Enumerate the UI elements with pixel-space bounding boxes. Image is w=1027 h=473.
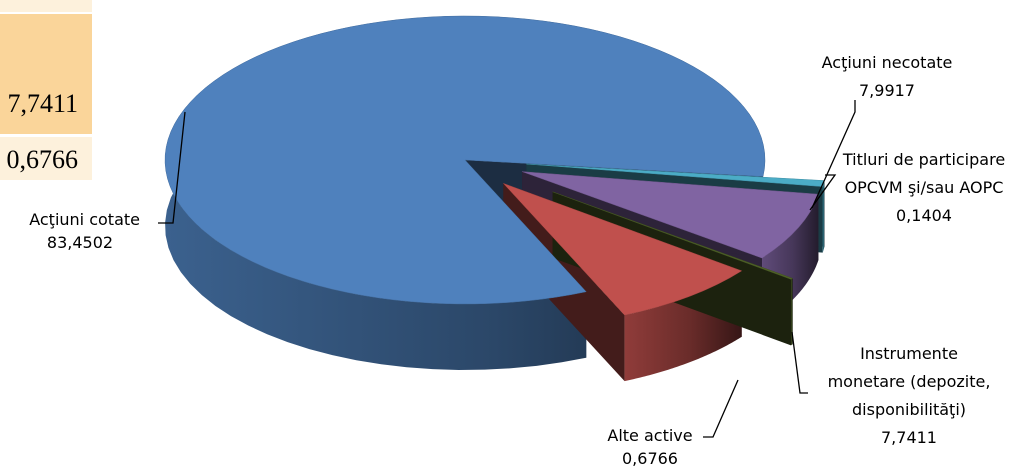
table-row bbox=[0, 0, 92, 12]
leader-line-actiuni-necotate bbox=[811, 100, 856, 209]
table-cell-value: 0,6766 bbox=[6, 145, 79, 174]
table-row bbox=[0, 14, 92, 134]
category-label-instrumente-monetare: disponibilităţi) bbox=[852, 400, 966, 419]
pie-labels: Acţiuni cotate 83,4502 Acţiuni necotate 7,9… bbox=[29, 53, 1005, 468]
slice-titluri-participare bbox=[552, 191, 794, 280]
category-label-instrumente-monetare: monetare (depozite, bbox=[828, 372, 991, 391]
slice-alte-active-side bbox=[822, 180, 825, 253]
table-cell-value: 7,7411 bbox=[7, 89, 78, 118]
value-label-instrumente-monetare: 7,7411 bbox=[881, 428, 937, 447]
value-label-actiuni-necotate: 7,9917 bbox=[859, 81, 915, 100]
category-label-titluri-participare: Titluri de participare bbox=[842, 150, 1005, 169]
slice-actiuni-cotate bbox=[164, 15, 766, 305]
slice-titluri-participare-side bbox=[791, 278, 793, 346]
leader-line-actiuni-cotate bbox=[158, 111, 186, 224]
leader-line-alte-active bbox=[703, 379, 739, 438]
category-label-actiuni-necotate: Acţiuni necotate bbox=[822, 53, 953, 72]
leader-line-instrumente-monetare bbox=[791, 331, 808, 394]
value-label-titluri-participare: 0,1404 bbox=[896, 206, 952, 225]
category-label-titluri-participare: OPCVM şi/sau AOPC bbox=[845, 178, 1004, 197]
category-label-actiuni-cotate: Acţiuni cotate bbox=[29, 210, 140, 229]
side-table-fragment: 7,7411 0,6766 bbox=[0, 0, 92, 182]
value-label-actiuni-cotate: 83,4502 bbox=[47, 233, 113, 252]
category-label-alte-active: Alte active bbox=[607, 426, 692, 445]
pie-tops bbox=[164, 15, 825, 316]
slice-actiuni-necotate bbox=[503, 183, 743, 316]
table-row bbox=[0, 137, 92, 180]
category-label-instrumente-monetare: Instrumente bbox=[860, 344, 958, 363]
leader-line-titluri-participare bbox=[809, 174, 837, 211]
value-label-alte-active: 0,6766 bbox=[622, 449, 678, 468]
